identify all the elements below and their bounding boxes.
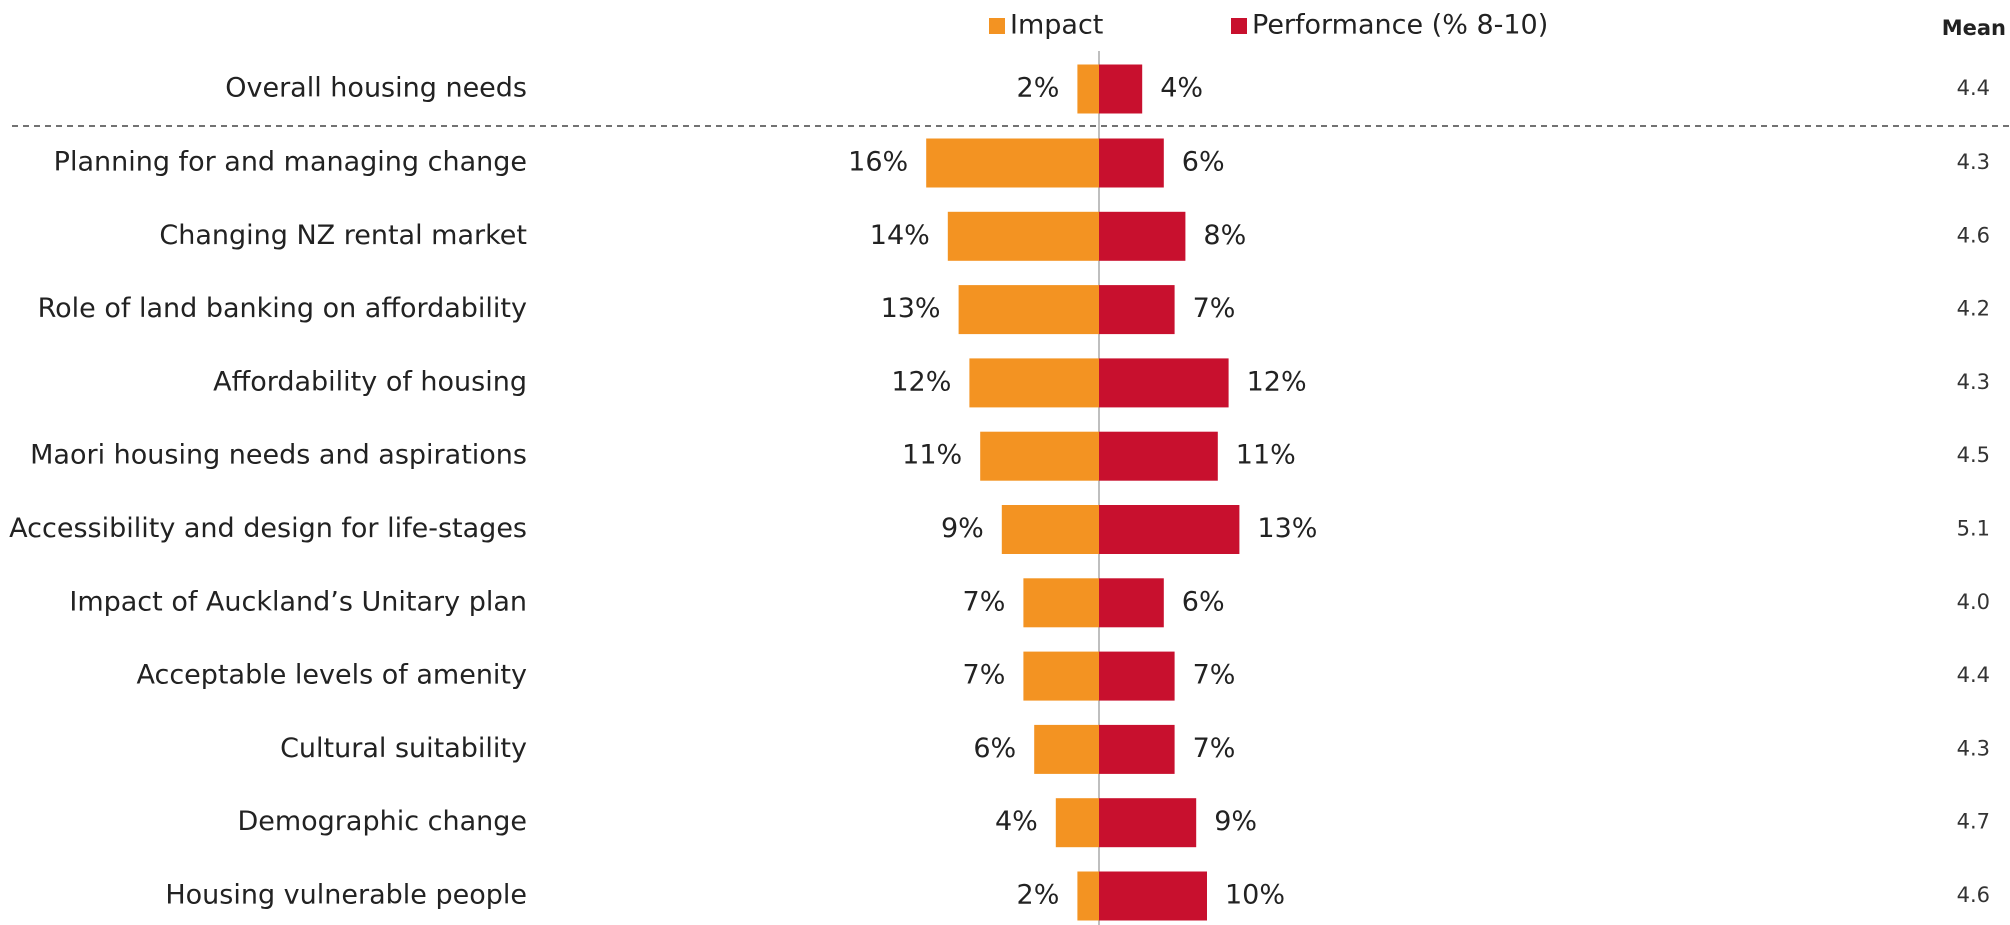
mean-value: 4.6 (1957, 223, 1990, 247)
legend-swatch (1231, 18, 1247, 34)
value-label: 4% (995, 806, 1038, 837)
value-label: 2% (1017, 880, 1060, 911)
bar (1099, 578, 1164, 628)
bar (1099, 211, 1186, 261)
bar (1099, 64, 1143, 114)
value-label: 2% (1017, 73, 1060, 104)
value-label: 7% (963, 660, 1006, 691)
bar (1034, 724, 1099, 774)
bar (1099, 724, 1175, 774)
legend-swatch (989, 18, 1005, 34)
bar (1099, 285, 1175, 335)
bar (1055, 798, 1099, 848)
category-label: Changing NZ rental market (159, 220, 527, 251)
bar (1099, 358, 1229, 408)
category-label: Housing vulnerable people (165, 880, 527, 911)
bar (1023, 651, 1099, 701)
bar (926, 138, 1099, 188)
mean-header: Mean (1942, 16, 2006, 40)
mean-value: 4.5 (1957, 443, 1990, 467)
mean-value: 4.3 (1957, 370, 1990, 394)
category-label: Planning for and managing change (54, 147, 527, 178)
bar (1099, 138, 1164, 188)
value-label: 6% (973, 733, 1016, 764)
bar (980, 431, 1099, 481)
bar (969, 358, 1099, 408)
value-label: 6% (1182, 147, 1225, 178)
bar (1099, 651, 1175, 701)
value-label: 12% (1247, 366, 1307, 397)
value-label: 12% (891, 366, 951, 397)
mean-value: 4.3 (1957, 150, 1990, 174)
legend-label: Impact (1010, 10, 1103, 41)
bar (1001, 505, 1099, 554)
mean-value: 4.3 (1957, 736, 1990, 760)
mean-value: 4.4 (1957, 663, 1990, 687)
value-label: 7% (1193, 733, 1236, 764)
value-label: 10% (1225, 880, 1285, 911)
mean-value: 5.1 (1957, 517, 1990, 541)
value-label: 7% (963, 586, 1006, 617)
value-label: 14% (870, 220, 930, 251)
value-label: 13% (881, 293, 941, 324)
category-label: Maori housing needs and aspirations (30, 440, 527, 471)
value-label: 8% (1203, 220, 1246, 251)
mean-value: 4.0 (1957, 590, 1990, 614)
value-label: 11% (1236, 440, 1296, 471)
value-label: 13% (1257, 513, 1317, 544)
mean-value: 4.4 (1957, 76, 1990, 100)
bar (958, 285, 1099, 335)
legend-label: Performance (% 8-10) (1252, 10, 1548, 41)
value-label: 16% (848, 147, 908, 178)
mean-value: 4.6 (1957, 883, 1990, 907)
category-label: Cultural suitability (280, 733, 527, 764)
mean-value: 4.2 (1957, 297, 1990, 321)
bar (1099, 871, 1207, 921)
value-label: 9% (1214, 806, 1257, 837)
category-label: Overall housing needs (225, 73, 527, 104)
bar (1099, 798, 1197, 848)
value-label: 7% (1193, 293, 1236, 324)
value-label: 4% (1160, 73, 1203, 104)
bar (1077, 871, 1099, 921)
value-label: 6% (1182, 586, 1225, 617)
category-label: Demographic change (237, 806, 527, 837)
category-label: Role of land banking on affordability (38, 293, 527, 324)
bar (1099, 431, 1218, 481)
category-label: Affordability of housing (213, 366, 527, 397)
category-label: Impact of Auckland’s Unitary plan (69, 586, 527, 617)
value-label: 7% (1193, 660, 1236, 691)
value-label: 9% (941, 513, 984, 544)
bar (1077, 64, 1099, 114)
bar (947, 211, 1099, 261)
mean-value: 4.7 (1957, 810, 1990, 834)
category-label: Acceptable levels of amenity (137, 660, 528, 691)
value-label: 11% (902, 440, 962, 471)
bar (1023, 578, 1099, 628)
bar (1099, 505, 1240, 554)
category-label: Accessibility and design for life-stages (9, 513, 527, 544)
